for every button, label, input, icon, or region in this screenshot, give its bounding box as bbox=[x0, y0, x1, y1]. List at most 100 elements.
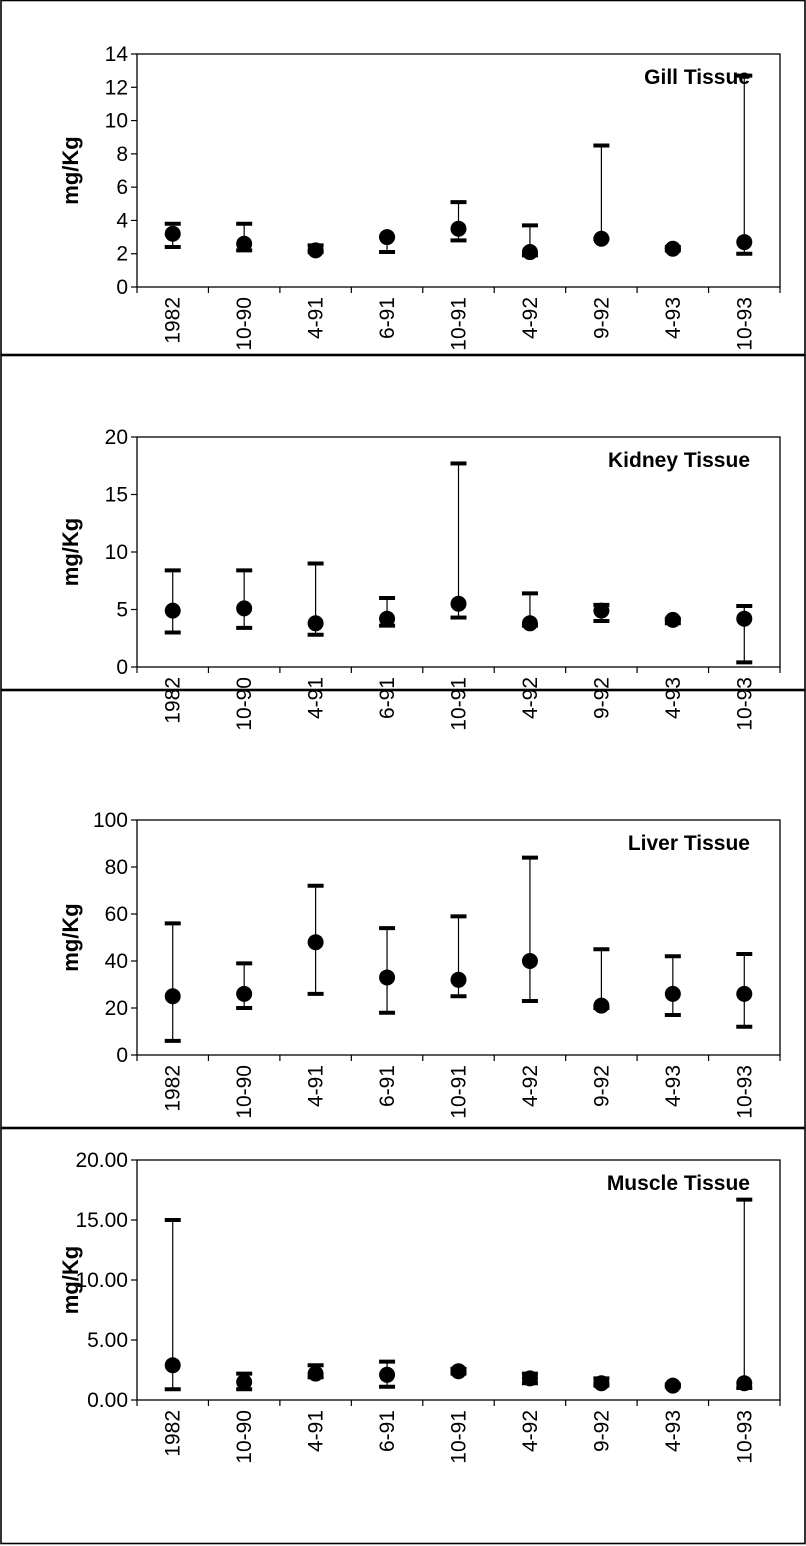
panel-title: Gill Tissue bbox=[644, 66, 750, 89]
y-tick-label: 0.00 bbox=[87, 1389, 128, 1412]
data-point bbox=[236, 600, 253, 617]
plot-area bbox=[136, 819, 781, 1056]
x-tick-label: 9-92 bbox=[590, 677, 613, 719]
y-tick-label: 15.00 bbox=[75, 1209, 128, 1232]
data-point bbox=[307, 1365, 324, 1382]
data-point bbox=[164, 1357, 181, 1374]
x-tick-label: 4-93 bbox=[662, 677, 685, 719]
x-tick-label: 9-92 bbox=[590, 1065, 613, 1107]
panel-frame-2 bbox=[0, 354, 806, 691]
x-tick-label: 6-91 bbox=[376, 677, 399, 719]
x-tick-label: 4-93 bbox=[662, 1065, 685, 1107]
data-point bbox=[736, 234, 753, 251]
x-tick-label: 10-90 bbox=[233, 677, 256, 731]
plot-area bbox=[136, 53, 781, 288]
data-point bbox=[236, 1374, 253, 1390]
x-tick-label: 4-91 bbox=[305, 677, 328, 719]
x-tick-label: 4-93 bbox=[662, 1410, 685, 1452]
y-tick-label: 20 bbox=[105, 426, 128, 449]
x-tick-label: 4-91 bbox=[305, 1065, 328, 1107]
x-tick-label: 1982 bbox=[162, 1410, 185, 1457]
data-point bbox=[521, 244, 538, 261]
x-tick-label: 10-91 bbox=[448, 1065, 471, 1119]
y-tick-label: 20.00 bbox=[75, 1149, 128, 1172]
x-tick-label: 10-90 bbox=[233, 1410, 256, 1464]
x-tick-label: 6-91 bbox=[376, 1410, 399, 1452]
data-point bbox=[236, 235, 253, 252]
data-point bbox=[593, 602, 610, 619]
y-tick-label: 5.00 bbox=[87, 1329, 128, 1352]
data-point bbox=[307, 934, 324, 951]
panel-title: Liver Tissue bbox=[628, 832, 750, 855]
y-tick-label: 40 bbox=[105, 950, 128, 973]
data-point bbox=[664, 1377, 681, 1394]
data-point bbox=[736, 985, 753, 1002]
data-point bbox=[664, 240, 681, 257]
y-tick-label: 10 bbox=[105, 110, 128, 133]
x-tick-label: 10-90 bbox=[233, 1065, 256, 1119]
x-tick-label: 6-91 bbox=[376, 297, 399, 339]
data-point bbox=[736, 1375, 753, 1392]
y-axis-label: mg/Kg bbox=[58, 1246, 83, 1314]
x-tick-label: 10-93 bbox=[733, 1410, 756, 1464]
x-tick-label: 1982 bbox=[162, 297, 185, 344]
data-point bbox=[521, 615, 538, 632]
x-tick-label: 9-92 bbox=[590, 297, 613, 339]
data-point bbox=[236, 985, 253, 1002]
data-point bbox=[164, 225, 181, 242]
x-tick-label: 4-92 bbox=[519, 297, 542, 339]
y-axis-label: mg/Kg bbox=[58, 903, 83, 971]
y-tick-label: 20 bbox=[105, 997, 128, 1020]
y-tick-label: 2 bbox=[116, 243, 128, 266]
y-tick-label: 15 bbox=[105, 484, 128, 507]
y-tick-label: 10.00 bbox=[75, 1269, 128, 1292]
panel-frame-3 bbox=[0, 689, 806, 1129]
x-tick-label: 9-92 bbox=[590, 1410, 613, 1452]
x-tick-label: 6-91 bbox=[376, 1065, 399, 1107]
data-point bbox=[307, 242, 324, 259]
data-point bbox=[307, 615, 324, 632]
data-point bbox=[664, 985, 681, 1002]
data-point bbox=[450, 1363, 467, 1380]
panel-frame-4 bbox=[0, 1127, 806, 1545]
y-tick-label: 0 bbox=[116, 276, 128, 299]
data-point bbox=[593, 997, 610, 1014]
y-tick-label: 10 bbox=[105, 541, 128, 564]
y-tick-label: 6 bbox=[116, 176, 128, 199]
x-tick-label: 10-91 bbox=[448, 297, 471, 351]
x-tick-label: 1982 bbox=[162, 1065, 185, 1112]
x-tick-label: 10-91 bbox=[448, 1410, 471, 1464]
data-point bbox=[593, 230, 610, 247]
data-point bbox=[521, 1370, 538, 1387]
panel-title: Kidney Tissue bbox=[608, 449, 750, 472]
x-tick-label: 4-92 bbox=[519, 677, 542, 719]
x-tick-label: 10-93 bbox=[733, 297, 756, 351]
data-point bbox=[164, 602, 181, 619]
data-point bbox=[736, 610, 753, 627]
y-tick-label: 0 bbox=[116, 656, 128, 679]
x-tick-label: 4-92 bbox=[519, 1410, 542, 1452]
data-point bbox=[593, 1375, 610, 1392]
data-point bbox=[521, 953, 538, 969]
data-point bbox=[379, 229, 396, 246]
y-tick-label: 100 bbox=[93, 809, 128, 832]
y-tick-label: 4 bbox=[116, 209, 128, 232]
data-point bbox=[450, 971, 467, 988]
y-tick-label: 60 bbox=[105, 903, 128, 926]
data-point bbox=[164, 988, 181, 1005]
data-point bbox=[664, 611, 681, 628]
y-tick-label: 12 bbox=[105, 76, 128, 99]
data-point bbox=[379, 969, 396, 986]
x-tick-label: 1982 bbox=[162, 677, 185, 724]
y-tick-label: 8 bbox=[116, 143, 128, 166]
y-axis-label: mg/Kg bbox=[58, 136, 83, 204]
y-axis-label: mg/Kg bbox=[58, 518, 83, 586]
y-tick-label: 14 bbox=[105, 43, 129, 66]
x-tick-label: 10-91 bbox=[448, 677, 471, 731]
x-tick-label: 4-91 bbox=[305, 1410, 328, 1452]
data-point bbox=[450, 220, 467, 237]
x-tick-label: 4-93 bbox=[662, 297, 685, 339]
x-tick-label: 10-93 bbox=[733, 677, 756, 731]
y-tick-label: 80 bbox=[105, 856, 128, 879]
